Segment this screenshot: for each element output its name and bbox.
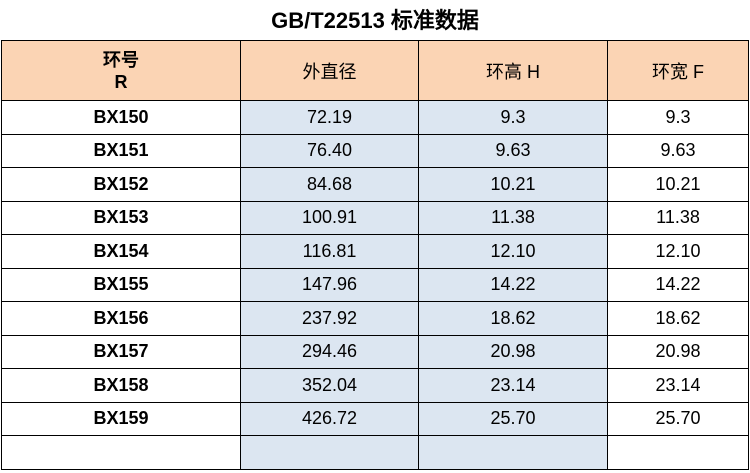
ring-id-cell: BX159 xyxy=(1,401,241,436)
value-cell: 9.63 xyxy=(418,133,608,168)
header-row: 环号 R 外直径 环高 H 环宽 F xyxy=(1,40,749,101)
ring-id-cell: BX156 xyxy=(1,301,241,336)
value-cell: 72.19 xyxy=(240,100,419,135)
value-cell: 20.98 xyxy=(607,334,749,369)
empty-cell xyxy=(1,435,241,470)
value-cell: 9.63 xyxy=(607,133,749,168)
value-cell: 294.46 xyxy=(240,334,419,369)
value-cell: 25.70 xyxy=(418,401,608,436)
value-cell: 76.40 xyxy=(240,133,419,168)
value-cell: 352.04 xyxy=(240,368,419,403)
table-row: BX158 352.04 23.14 23.14 xyxy=(1,368,749,403)
table-row: BX159 426.72 25.70 25.70 xyxy=(1,401,749,436)
value-cell: 147.96 xyxy=(240,267,419,302)
table-head: 环号 R 外直径 环高 H 环宽 F xyxy=(1,40,749,101)
table-row: BX155 147.96 14.22 14.22 xyxy=(1,267,749,302)
value-cell: 20.98 xyxy=(418,334,608,369)
ring-id-cell: BX153 xyxy=(1,200,241,235)
header-line: R xyxy=(114,71,128,92)
value-cell: 23.14 xyxy=(418,368,608,403)
value-cell: 23.14 xyxy=(607,368,749,403)
ring-id-cell: BX157 xyxy=(1,334,241,369)
value-cell: 100.91 xyxy=(240,200,419,235)
ring-id-cell: BX150 xyxy=(1,100,241,135)
ring-id-cell: BX154 xyxy=(1,234,241,269)
table-body: BX150 72.19 9.3 9.3 BX151 76.40 9.63 9.63 BX152 8… xyxy=(1,100,749,470)
value-cell: 12.10 xyxy=(418,234,608,269)
header-line: 环号 xyxy=(103,49,139,70)
ring-id-cell: BX158 xyxy=(1,368,241,403)
header-cell: 环号 R xyxy=(1,40,241,101)
table-row: BX154 116.81 12.10 12.10 xyxy=(1,234,749,269)
ring-id-cell: BX152 xyxy=(1,167,241,202)
table-row: BX152 84.68 10.21 10.21 xyxy=(1,167,749,202)
table-row: BX150 72.19 9.3 9.3 xyxy=(1,100,749,135)
empty-cell xyxy=(418,435,608,470)
value-cell: 14.22 xyxy=(607,267,749,302)
empty-cell xyxy=(240,435,419,470)
table-row: BX157 294.46 20.98 20.98 xyxy=(1,334,749,369)
value-cell: 237.92 xyxy=(240,301,419,336)
header-cell: 外直径 xyxy=(240,40,419,101)
ring-id-cell: BX151 xyxy=(1,133,241,168)
table-row: BX153 100.91 11.38 11.38 xyxy=(1,200,749,235)
value-cell: 426.72 xyxy=(240,401,419,436)
table-row: BX156 237.92 18.62 18.62 xyxy=(1,301,749,336)
value-cell: 11.38 xyxy=(418,200,608,235)
value-cell: 11.38 xyxy=(607,200,749,235)
empty-cell xyxy=(607,435,749,470)
table-row: BX151 76.40 9.63 9.63 xyxy=(1,133,749,168)
empty-row xyxy=(1,435,749,470)
header-cell: 环高 H xyxy=(418,40,608,101)
value-cell: 9.3 xyxy=(607,100,749,135)
value-cell: 25.70 xyxy=(607,401,749,436)
value-cell: 10.21 xyxy=(418,167,608,202)
title: GB/T22513 标准数据 xyxy=(271,8,479,33)
value-cell: 18.62 xyxy=(607,301,749,336)
data-table: 环号 R 外直径 环高 H 环宽 F BX150 72.19 9.3 9.3 BX151 76.4… xyxy=(1,40,749,470)
ring-id-cell: BX155 xyxy=(1,267,241,302)
value-cell: 18.62 xyxy=(418,301,608,336)
header-cell: 环宽 F xyxy=(607,40,749,101)
value-cell: 14.22 xyxy=(418,267,608,302)
value-cell: 84.68 xyxy=(240,167,419,202)
value-cell: 9.3 xyxy=(418,100,608,135)
value-cell: 12.10 xyxy=(607,234,749,269)
value-cell: 10.21 xyxy=(607,167,749,202)
value-cell: 116.81 xyxy=(240,234,419,269)
